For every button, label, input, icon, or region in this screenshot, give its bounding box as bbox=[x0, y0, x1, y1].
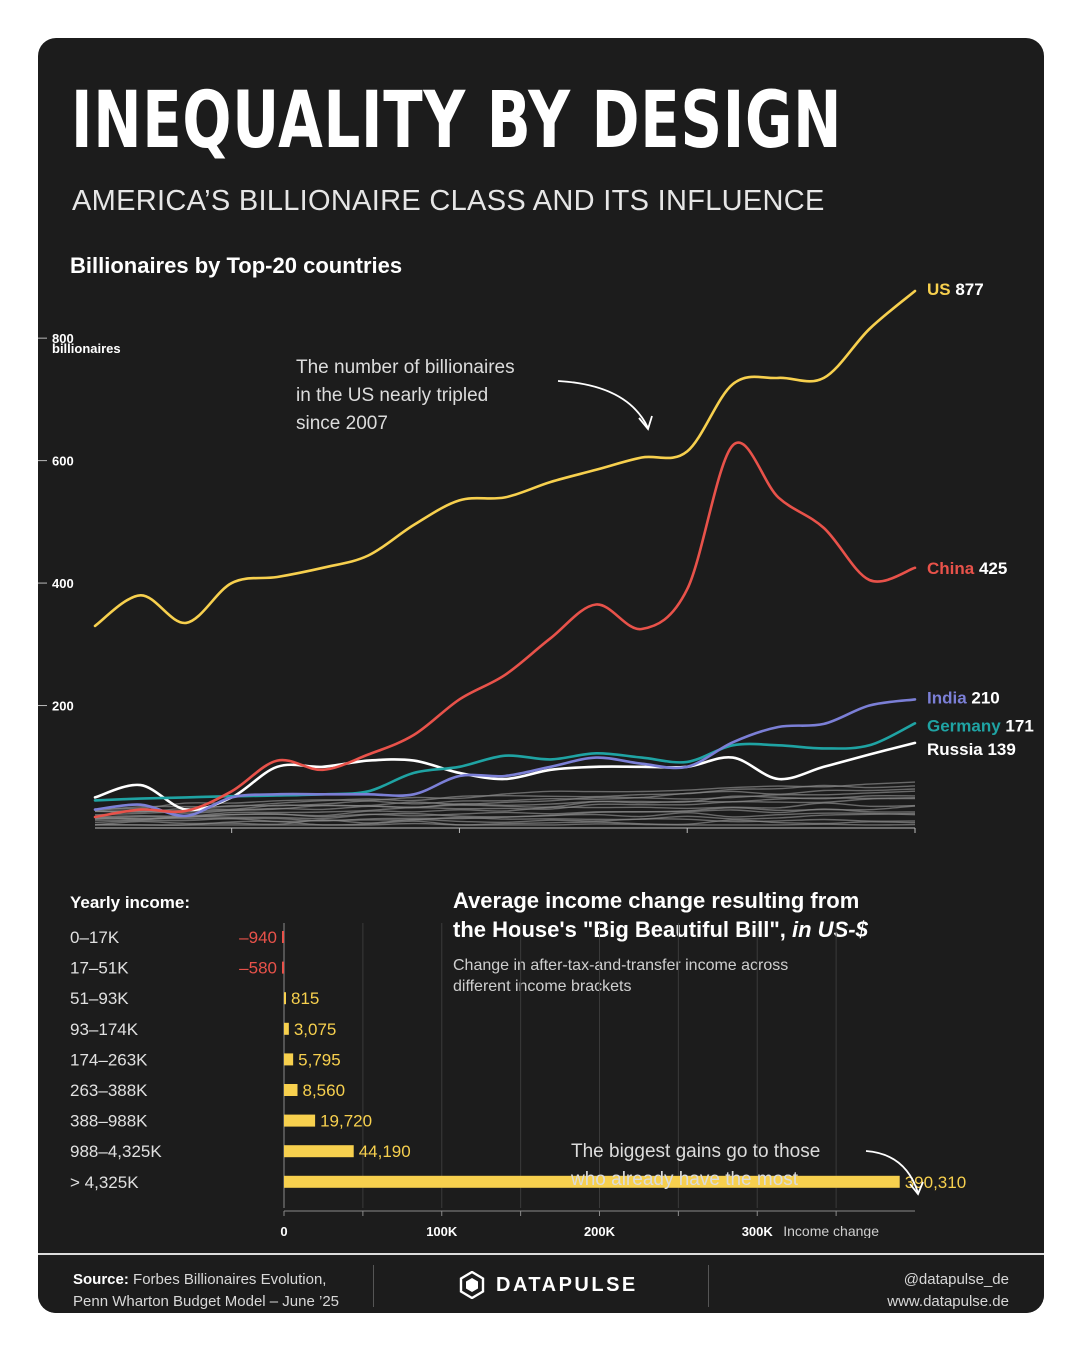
bar-annotation-line-1: The biggest gains go to those bbox=[571, 1141, 820, 1162]
bar-chart-title-line-1: Average income change resulting from bbox=[453, 888, 859, 913]
footer-divider-left bbox=[373, 1265, 374, 1307]
bar-category-label: 988–4,325K bbox=[70, 1142, 162, 1161]
bar bbox=[282, 931, 284, 943]
annotation-line-3: since 2007 bbox=[296, 413, 388, 434]
bar bbox=[284, 1175, 900, 1188]
bar bbox=[284, 992, 286, 1005]
bar-category-label: 388–988K bbox=[70, 1112, 148, 1131]
bar-value-label: 44,190 bbox=[359, 1142, 411, 1161]
bar-x-tick-label: 100K bbox=[426, 1224, 458, 1238]
bar bbox=[284, 1053, 294, 1066]
y-tick-label: 200 bbox=[52, 699, 74, 714]
other-country-line bbox=[94, 794, 916, 814]
series-label-china: China 425 bbox=[927, 559, 1007, 578]
bar-chart-subtitle-line-2: different income brackets bbox=[453, 978, 631, 995]
infographic-card: INEQUALITY BY DESIGN AMERICA’S BILLIONAI… bbox=[38, 38, 1044, 1313]
y-tick-label: 600 bbox=[52, 454, 74, 469]
bar-chart-annotation: The biggest gains go to those who alread… bbox=[570, 1141, 924, 1196]
social-links: @datapulse_de www.datapulse.de bbox=[887, 1269, 1009, 1313]
bar-row: 17–51K –580 bbox=[70, 959, 284, 978]
social-handle[interactable]: @datapulse_de bbox=[903, 1271, 1009, 1288]
series-line-us bbox=[93, 289, 917, 628]
page-title: INEQUALITY BY DESIGN bbox=[71, 76, 843, 166]
series-label-germany: Germany 171 bbox=[927, 716, 1034, 735]
footer-divider-right bbox=[708, 1265, 709, 1307]
bar-value-label: –580 bbox=[239, 959, 277, 978]
bar-row: 988–4,325K 44,190 bbox=[70, 1142, 411, 1161]
bar-x-tick-label: 200K bbox=[584, 1224, 616, 1238]
bar-row: 0–17K –940 bbox=[70, 928, 284, 947]
series-line-germany bbox=[93, 722, 917, 802]
y-unit-label: billionaires bbox=[52, 341, 121, 356]
datapulse-logo-icon bbox=[459, 1271, 485, 1299]
y-tick-label: 800 bbox=[52, 331, 74, 346]
bar-category-label: 0–17K bbox=[70, 928, 120, 947]
income-change-bar-chart: Yearly income: Average income change res… bbox=[70, 888, 966, 1238]
series-label-india: India 210 bbox=[927, 688, 1000, 707]
bar-annotation-arrow-head bbox=[909, 1181, 924, 1196]
page-subtitle: AMERICA’S BILLIONAIRE CLASS AND ITS INFL… bbox=[72, 185, 825, 217]
line-chart-annotation: The number of billionaires in the US nea… bbox=[296, 357, 653, 434]
bar-value-label: 5,795 bbox=[298, 1050, 341, 1069]
bar-value-label: 19,720 bbox=[320, 1112, 372, 1131]
row-header: Yearly income: bbox=[70, 893, 190, 912]
footer: Source: Forbes Billionaires Evolution, P… bbox=[38, 1253, 1044, 1313]
source-credit: Source: Forbes Billionaires Evolution, P… bbox=[73, 1269, 339, 1313]
source-line-2: Penn Wharton Budget Model – June ’25 bbox=[73, 1293, 340, 1310]
bar-row: 174–263K 5,795 bbox=[70, 1050, 341, 1069]
website-link[interactable]: www.datapulse.de bbox=[887, 1293, 1009, 1310]
bar-category-label: 51–93K bbox=[70, 989, 129, 1008]
bar-x-tick-label: 300K bbox=[742, 1224, 774, 1238]
other-country-line bbox=[94, 781, 916, 810]
bar-annotation-arrow-line bbox=[865, 1150, 919, 1194]
other-country-line bbox=[94, 818, 916, 826]
line-chart-heading: Billionaires by Top-20 countries bbox=[70, 253, 402, 278]
bar-value-label: 815 bbox=[291, 989, 319, 1008]
bar-category-label: > 4,325K bbox=[70, 1173, 139, 1192]
bar-chart-subtitle-line-1: Change in after-tax-and-transfer income … bbox=[453, 957, 788, 974]
source-line-1: Forbes Billionaires Evolution, bbox=[133, 1271, 327, 1288]
other-country-line bbox=[94, 802, 916, 820]
bar-value-label: 8,560 bbox=[303, 1081, 346, 1100]
bar-value-label: 3,075 bbox=[294, 1020, 337, 1039]
brand-logo: DATAPULSE bbox=[458, 1271, 638, 1299]
bar-annotation-line-2: who already have the most bbox=[570, 1169, 799, 1190]
bar-value-label: –940 bbox=[239, 928, 277, 947]
bar bbox=[284, 1084, 298, 1096]
series-label-russia: Russia 139 bbox=[927, 740, 1016, 759]
source-label: Source: bbox=[73, 1271, 129, 1288]
bar-row: 51–93K 815 bbox=[70, 989, 319, 1008]
annotation-line-1: The number of billionaires bbox=[296, 357, 515, 378]
other-country-line bbox=[94, 808, 916, 820]
other-country-line bbox=[94, 819, 916, 826]
bar-chart-title-line-2: the House's "Big Beautiful Bill", in US-… bbox=[453, 917, 869, 942]
bar bbox=[284, 1145, 354, 1158]
bar-x-axis-title: Income change bbox=[783, 1223, 879, 1238]
bar-x-tick-label: 0 bbox=[280, 1224, 287, 1238]
bar-category-label: 17–51K bbox=[70, 959, 129, 978]
series-line-china bbox=[93, 441, 917, 819]
series-label-us: US 877 bbox=[927, 280, 984, 299]
bar-category-label: 174–263K bbox=[70, 1050, 148, 1069]
bar bbox=[282, 961, 284, 974]
billionaires-line-chart: Billionaires by Top-20 countries billion… bbox=[38, 253, 1034, 833]
bar bbox=[284, 1114, 316, 1127]
bar-row: 388–988K 19,720 bbox=[70, 1112, 372, 1131]
annotation-line-2: in the US nearly tripled bbox=[296, 385, 488, 406]
bar-row: > 4,325K 390,310 bbox=[70, 1173, 966, 1192]
annotation-arrow-head bbox=[638, 415, 653, 431]
other-country-line bbox=[94, 784, 916, 812]
bar-row: 93–174K 3,075 bbox=[70, 1020, 336, 1039]
annotation-arrow-line bbox=[557, 380, 649, 429]
bar bbox=[284, 1022, 289, 1035]
bar-row: 263–388K 8,560 bbox=[70, 1081, 345, 1100]
other-country-line bbox=[94, 822, 916, 826]
other-country-line bbox=[94, 788, 916, 813]
bar-category-label: 93–174K bbox=[70, 1020, 139, 1039]
other-country-line bbox=[94, 797, 916, 818]
brand-name: DATAPULSE bbox=[496, 1273, 638, 1296]
y-tick-label: 400 bbox=[52, 576, 74, 591]
bar-category-label: 263–388K bbox=[70, 1081, 148, 1100]
series-line-india bbox=[93, 698, 917, 818]
